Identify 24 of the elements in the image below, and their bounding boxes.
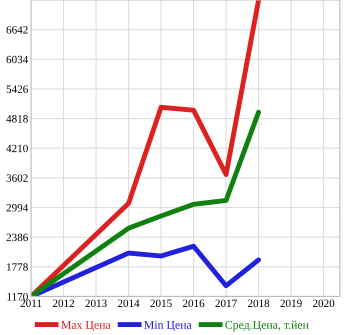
y-tick-label: 2386 <box>6 234 28 242</box>
x-tick-label: 2013 <box>85 300 107 308</box>
y-tick-label: 3602 <box>6 174 28 182</box>
y-tick-label: 5426 <box>6 85 28 93</box>
x-tick-label: 2016 <box>182 300 204 308</box>
x-tick-label: 2018 <box>248 300 270 308</box>
x-tick-label: 2020 <box>312 300 334 308</box>
y-tick-label: 1170 <box>7 292 28 300</box>
y-tick-label: 6034 <box>6 56 28 64</box>
y-tick-label: 4818 <box>6 115 28 123</box>
y-tick-label: 2994 <box>6 204 28 212</box>
legend-label: Max Цена <box>61 320 111 332</box>
line-series <box>31 110 261 296</box>
x-tick-label: 2011 <box>20 300 42 308</box>
y-tick-label: 4210 <box>6 144 28 152</box>
legend-label: Min Цена <box>144 320 192 332</box>
y-tick-label: 1778 <box>7 263 28 271</box>
x-tick-label: 2019 <box>280 300 302 308</box>
y-tick-label: 6642 <box>6 26 28 34</box>
legend-label: Сред.Цена, т.йен <box>225 320 309 332</box>
x-tick-label: 2014 <box>118 300 140 308</box>
x-tick-label: 2012 <box>52 300 74 308</box>
x-tick-label: 2015 <box>150 300 172 308</box>
x-tick-label: 2017 <box>215 300 237 308</box>
